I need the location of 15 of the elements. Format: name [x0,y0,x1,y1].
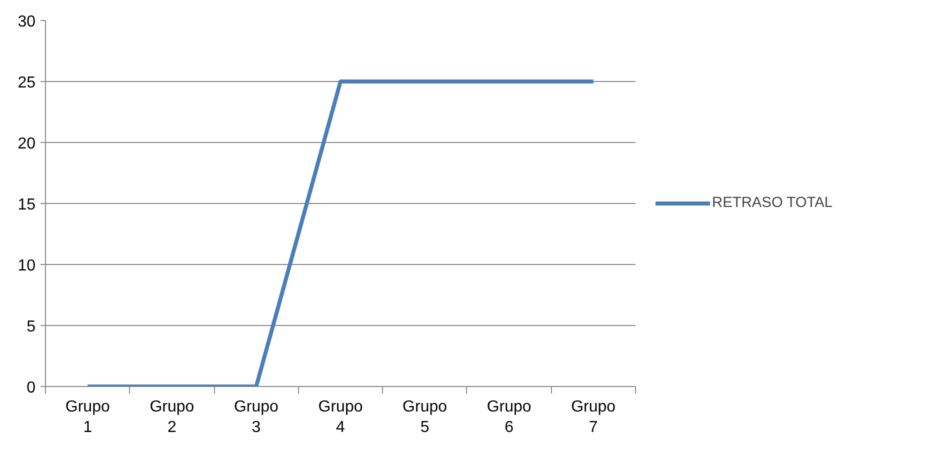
x-tick-label: Grupo 7 [571,398,616,436]
y-tick-label: 25 [18,74,36,92]
y-tick-label: 10 [18,258,36,274]
y-tick-label: 0 [26,380,36,396]
y-tick-label: 15 [18,196,36,214]
y-tick-label: 5 [26,318,36,336]
x-tick-label: Grupo 2 [150,398,194,436]
x-tick-label: Grupo 6 [486,398,532,436]
x-tick-label: Grupo 3 [234,398,279,436]
x-tick-label: Grupo 4 [318,398,363,436]
y-tick-label: 20 [18,136,36,152]
x-tick-label: Grupo 5 [402,398,448,436]
y-tick-label: 30 [18,14,36,30]
x-tick-label: Grupo 1 [65,398,110,436]
legend-label: RETRASO TOTAL [712,195,833,211]
